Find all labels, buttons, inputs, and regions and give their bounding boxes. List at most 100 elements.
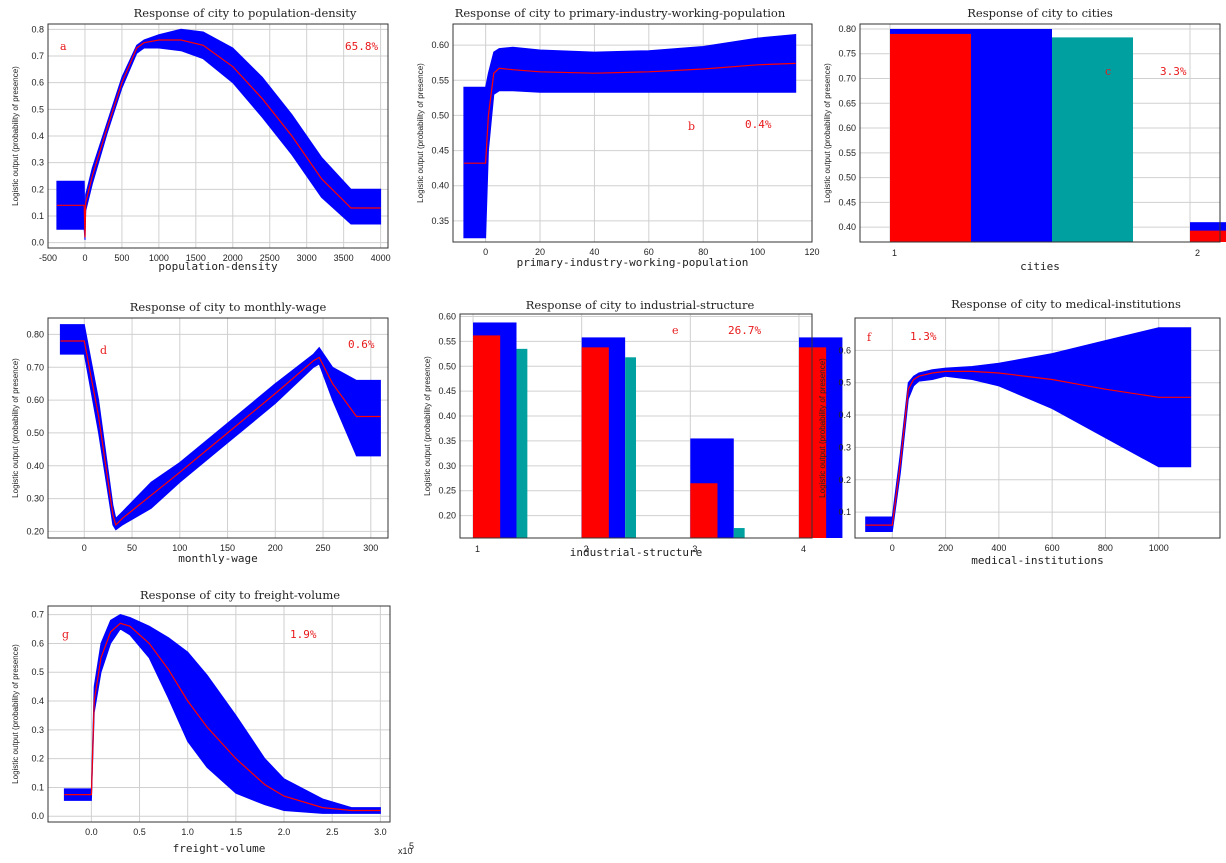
x-tick-label: 600 xyxy=(1045,543,1060,553)
y-tick-label: 0.0 xyxy=(31,238,44,248)
panel-letter: d xyxy=(100,344,107,357)
y-tick-label: 0.1 xyxy=(31,782,44,792)
y-axis-label: Logistic output (probability of presence… xyxy=(823,63,832,203)
x-tick-label: 3500 xyxy=(334,253,354,263)
bar-mean xyxy=(581,347,609,538)
chart-title: Response of city to population-density xyxy=(134,6,357,20)
y-tick-label: 0.5 xyxy=(31,104,44,114)
y-tick-label: 0.70 xyxy=(838,74,856,84)
y-tick-label: 0.60 xyxy=(26,395,44,405)
y-tick-label: 0.30 xyxy=(26,494,44,504)
y-tick-label: 0.45 xyxy=(438,386,456,396)
y-tick-label: 0.60 xyxy=(431,40,449,50)
x-tick-label: 500 xyxy=(114,253,129,263)
plot-area xyxy=(47,317,389,539)
confidence-band xyxy=(59,324,381,531)
bar-mean xyxy=(690,483,718,538)
chart-panel-7: 0.0 0.5 1.0 1.5 2.0 2.5 3.0 0.0 0.1 0.2 0.3 0.4 0.5 0… xyxy=(11,588,414,856)
y-axis-label: Logistic output (probability of presence… xyxy=(818,358,827,498)
y-tick-label: 0.80 xyxy=(838,24,856,34)
y-tick-label: 0.40 xyxy=(26,461,44,471)
x-tick-label: 200 xyxy=(938,543,953,553)
x-axis-label: cities xyxy=(1020,260,1060,273)
y-tick-label: 0.7 xyxy=(31,51,44,61)
mean-response-line xyxy=(64,622,381,812)
plot-area xyxy=(854,317,1221,539)
x-tick-label: 800 xyxy=(1098,543,1113,553)
bar-lower xyxy=(625,357,636,538)
panel-letter: c xyxy=(1105,65,1111,78)
chart-panel-3: 1 2 0.40 0.45 0.50 0.55 0.60 0.65 0.70 0.75 0.80 Re… xyxy=(823,6,1226,273)
y-tick-label: 0.1 xyxy=(838,507,851,517)
y-tick-label: 0.2 xyxy=(838,475,851,485)
y-tick-label: 0.55 xyxy=(438,336,456,346)
chart-title: Response of city to monthly-wage xyxy=(130,300,327,314)
bar-mean xyxy=(890,33,971,243)
confidence-band xyxy=(63,614,381,814)
bar-mean xyxy=(1190,230,1226,242)
y-tick-label: 0.80 xyxy=(26,329,44,339)
x-tick-label: 2000 xyxy=(223,253,243,263)
y-tick-label: 0.4 xyxy=(31,696,44,706)
contribution-percent: 26.7% xyxy=(728,324,761,337)
y-tick-label: 0.35 xyxy=(438,436,456,446)
plot-area xyxy=(47,605,391,823)
bar-lower xyxy=(1052,37,1133,242)
x-tick-label: 2 xyxy=(1195,248,1200,258)
x-tick-label: 1000 xyxy=(149,253,169,263)
x-tick-label: -500 xyxy=(39,253,57,263)
contribution-percent: 1.9% xyxy=(290,628,317,641)
contribution-percent: 1.3% xyxy=(910,330,937,343)
y-tick-label: 0.60 xyxy=(438,311,456,321)
x-tick-label: 0.5 xyxy=(133,827,146,837)
bar-mean xyxy=(473,335,501,538)
x-axis-label: freight-volume xyxy=(173,842,266,855)
mean-response-line xyxy=(463,62,796,164)
x-axis-label: medical-institutions xyxy=(971,554,1103,567)
mean-response-line xyxy=(60,340,381,527)
y-tick-label: 0.8 xyxy=(31,24,44,34)
mean-response-line xyxy=(56,39,381,238)
y-tick-label: 0.6 xyxy=(31,638,44,648)
y-tick-label: 0.3 xyxy=(31,158,44,168)
confidence-band xyxy=(865,327,1192,532)
y-tick-label: 0.6 xyxy=(31,78,44,88)
y-tick-label: 0.1 xyxy=(31,211,44,221)
chart-title: Response of city to primary-industry-wor… xyxy=(455,6,786,20)
y-tick-label: 0.50 xyxy=(438,361,456,371)
bar-lower xyxy=(516,348,528,538)
x-tick-label: 80 xyxy=(698,247,708,257)
y-tick-label: 0.2 xyxy=(31,754,44,764)
chart-panel-5: 1 2 3 4 0.20 0.25 0.30 0.35 0.40 0.45 0.50 0.55 0.60… xyxy=(423,298,843,559)
x-tick-label: 100 xyxy=(172,543,187,553)
x-tick-label: 1000 xyxy=(1149,543,1169,553)
y-tick-label: 0.30 xyxy=(438,461,456,471)
y-tick-label: 0.55 xyxy=(838,148,856,158)
mean-response-line xyxy=(865,370,1191,526)
y-tick-label: 0.40 xyxy=(438,411,456,421)
y-axis-label: Logistic output (probability of presence… xyxy=(11,644,20,784)
y-tick-label: 0.5 xyxy=(31,667,44,677)
plot-area xyxy=(859,23,1221,243)
y-tick-label: 0.2 xyxy=(31,184,44,194)
y-tick-label: 0.3 xyxy=(838,442,851,452)
y-tick-label: 0.50 xyxy=(838,173,856,183)
x-axis-label: monthly-wage xyxy=(178,552,257,565)
x-tick-label: 2500 xyxy=(260,253,280,263)
bar-lower xyxy=(733,528,745,538)
chart-panel-2: 0 20 40 60 80 100 120 0.35 0.40 0.45 0.50 0.55 0.60 R… xyxy=(416,6,820,269)
x-tick-label: 50 xyxy=(127,543,137,553)
y-tick-label: 0.7 xyxy=(31,610,44,620)
chart-panel-1: -500 0 500 1000 1500 2000 2500 3000 3500 4000 0.0 0… xyxy=(11,6,391,273)
y-tick-label: 0.50 xyxy=(26,428,44,438)
x-tick-label: 20 xyxy=(535,247,545,257)
x-tick-label: 1.0 xyxy=(181,827,194,837)
x-tick-label: 0.0 xyxy=(85,827,98,837)
confidence-band xyxy=(463,33,797,239)
x-axis-label: industrial-structure xyxy=(570,546,702,559)
x-tick-label: 150 xyxy=(220,543,235,553)
x-tick-label: 100 xyxy=(750,247,765,257)
x-tick-label: 200 xyxy=(268,543,283,553)
panel-letter: e xyxy=(672,324,679,337)
x-tick-label: 40 xyxy=(589,247,599,257)
